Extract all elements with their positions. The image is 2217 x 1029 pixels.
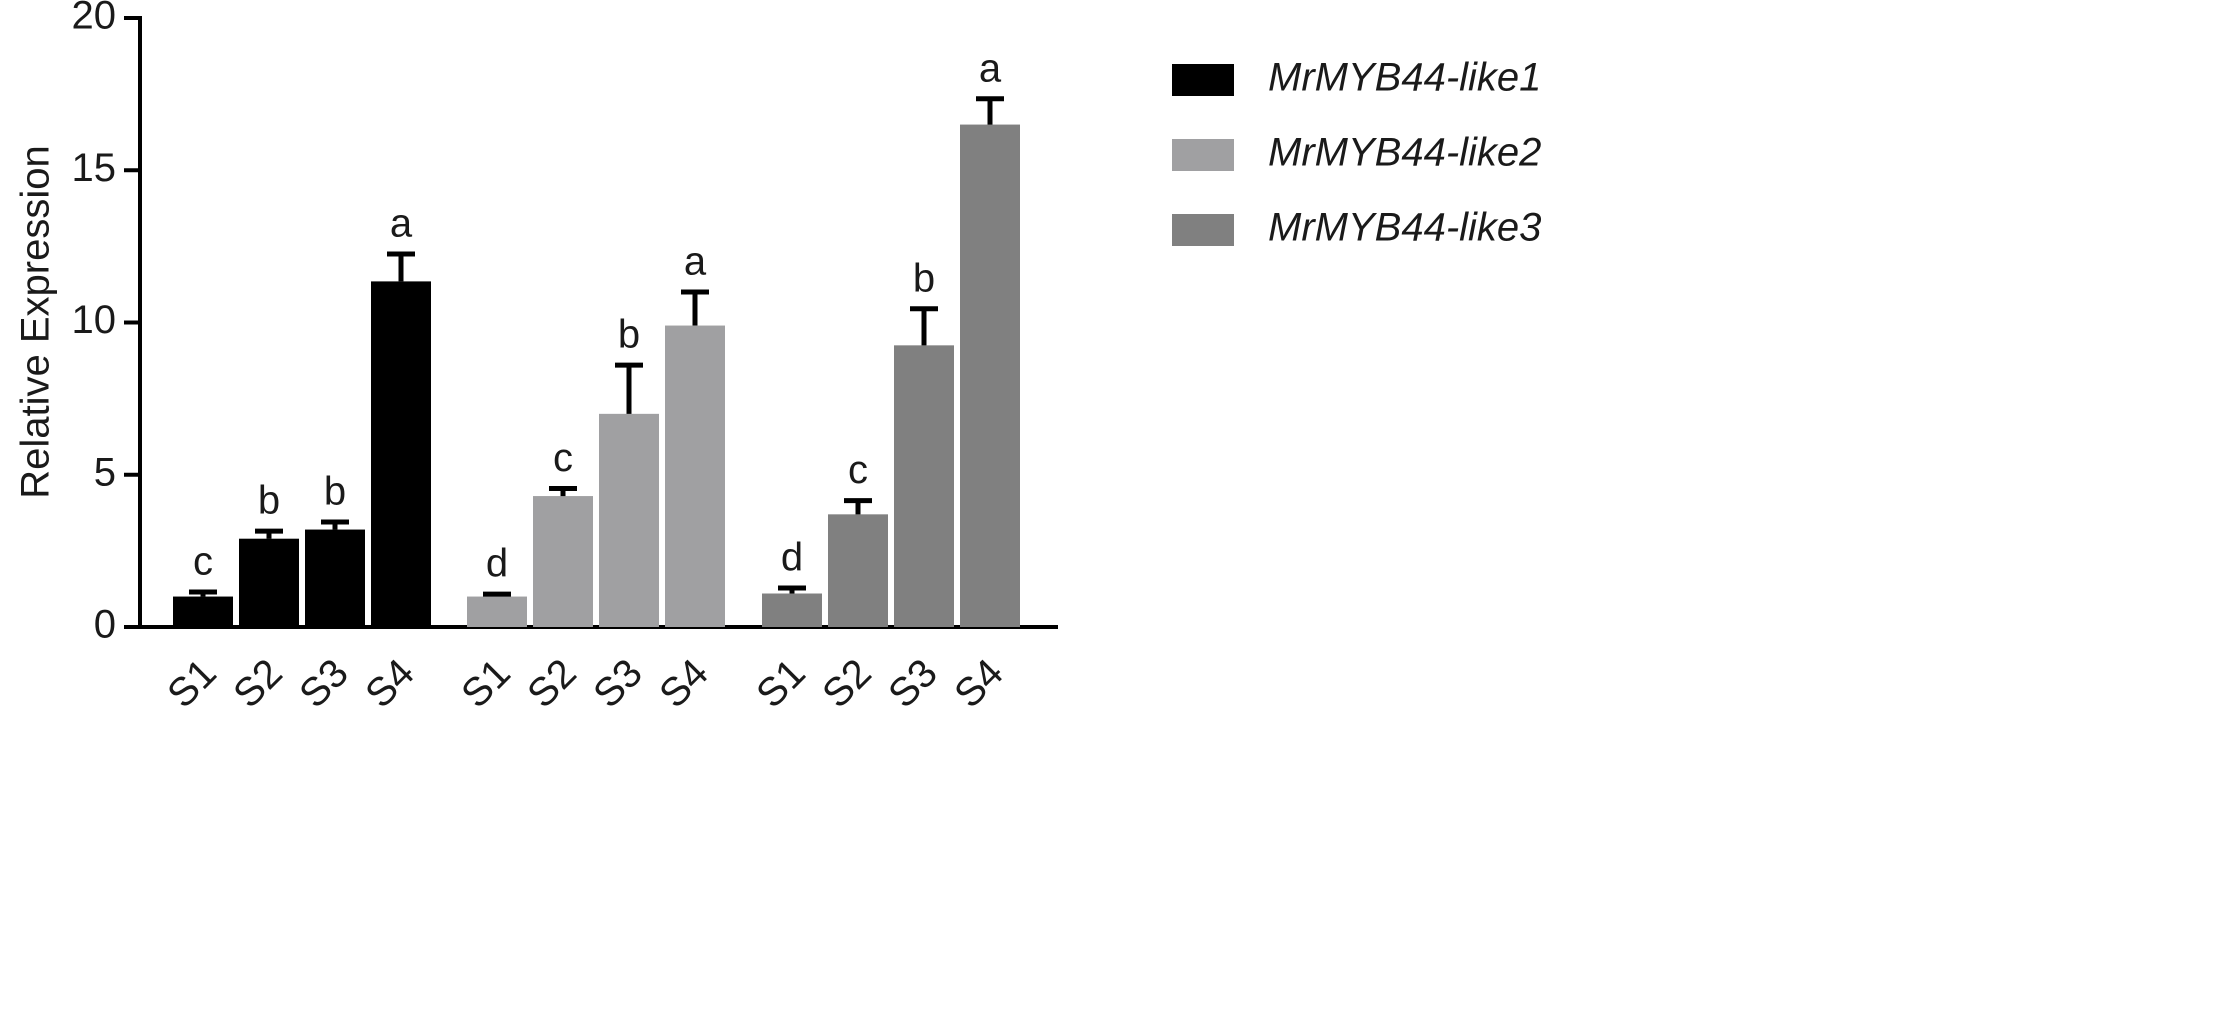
error-bar	[681, 289, 709, 326]
legend-swatch	[1172, 139, 1234, 171]
error-bar	[976, 96, 1004, 125]
x-tick-label: S1	[748, 651, 814, 717]
error-bar	[483, 591, 511, 597]
legend-swatch	[1172, 64, 1234, 96]
error-bar	[387, 251, 415, 282]
bar	[173, 596, 233, 627]
x-tick-label: S3	[585, 651, 651, 717]
y-axis-label: Relative Expression	[14, 145, 58, 499]
x-tick-label: S2	[225, 651, 291, 717]
x-tick-label: S4	[357, 651, 423, 717]
significance-letter: a	[390, 202, 413, 246]
y-tick-label: 0	[94, 603, 116, 647]
significance-letter: c	[848, 448, 868, 492]
error-bar	[844, 498, 872, 515]
bar	[239, 538, 299, 627]
bar	[762, 593, 822, 627]
x-tick-label: S2	[814, 651, 880, 717]
significance-letter: b	[324, 470, 346, 514]
significance-letter: c	[193, 540, 213, 584]
bar	[599, 413, 659, 627]
error-bar	[615, 362, 643, 414]
significance-letter: c	[553, 436, 573, 480]
x-tick-label: S1	[159, 651, 225, 717]
error-bar	[549, 485, 577, 497]
x-tick-label: S2	[519, 651, 585, 717]
legend-label: MrMYB44-like1	[1268, 56, 1541, 100]
bar	[371, 281, 431, 627]
x-tick-label: S3	[880, 651, 946, 717]
x-tick-label: S1	[453, 651, 519, 717]
y-tick-label: 15	[72, 146, 117, 190]
legend-label: MrMYB44-like2	[1268, 131, 1541, 175]
bar	[894, 345, 954, 627]
significance-letter: b	[258, 479, 280, 523]
bar	[467, 596, 527, 627]
x-tick-label: S4	[946, 651, 1012, 717]
bar	[960, 124, 1020, 627]
bar	[665, 325, 725, 627]
bar	[305, 529, 365, 627]
error-bar	[255, 528, 283, 539]
legend-swatch	[1172, 214, 1234, 246]
significance-letter: d	[486, 542, 508, 586]
error-bar	[910, 306, 938, 346]
bar	[828, 514, 888, 627]
x-tick-label: S4	[651, 651, 717, 717]
significance-letter: a	[684, 240, 707, 284]
error-bar	[189, 589, 217, 597]
significance-letter: d	[781, 536, 803, 580]
y-tick-label: 20	[72, 0, 117, 38]
significance-letter: a	[979, 46, 1002, 90]
significance-letter: b	[618, 313, 640, 357]
legend-label: MrMYB44-like3	[1268, 206, 1541, 250]
y-tick-label: 10	[72, 298, 117, 342]
error-bar	[778, 585, 806, 594]
x-tick-label: S3	[291, 651, 357, 717]
bar	[533, 496, 593, 627]
y-tick-label: 5	[94, 450, 116, 494]
significance-letter: b	[913, 256, 935, 300]
error-bar	[321, 519, 349, 530]
